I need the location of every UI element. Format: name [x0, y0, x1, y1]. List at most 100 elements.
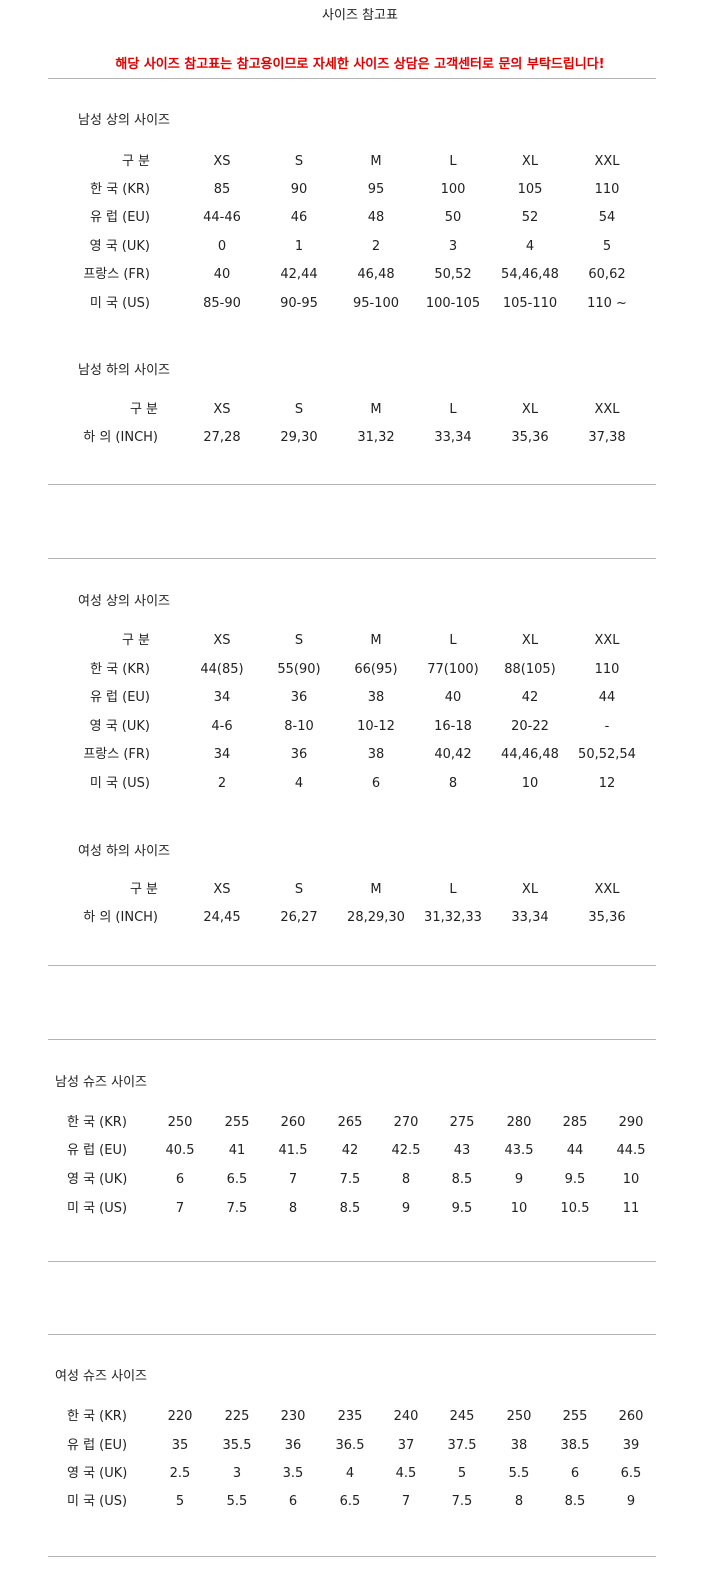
- section-heading: 여성 하의 사이즈: [78, 844, 170, 859]
- table-header-row: 구 분 XS S M L XL XXL: [0, 880, 720, 900]
- table-cell: 240: [393, 1409, 419, 1424]
- column-header: L: [449, 154, 457, 169]
- table-cell: 110: [594, 182, 620, 197]
- divider: [48, 1261, 656, 1262]
- table-cell: 54,46,48: [501, 267, 559, 282]
- table-cell: 8.5: [564, 1494, 586, 1509]
- table-cell: 7: [175, 1201, 185, 1216]
- table-header-row: 구 분 XS S M L XL XXL: [0, 152, 720, 172]
- table-cell: 44: [566, 1143, 584, 1158]
- table-cell: 40: [213, 267, 231, 282]
- table-cell: 100: [440, 182, 466, 197]
- column-header: M: [370, 633, 382, 648]
- table-cell: 36: [290, 747, 308, 762]
- table-cell: 105-110: [502, 296, 558, 311]
- table-cell: 5.5: [226, 1494, 248, 1509]
- table-cell: 36.5: [335, 1438, 365, 1453]
- table-cell: 10: [521, 776, 539, 791]
- table-row: 미 국 (US) 2 4 6 8 10 12: [0, 774, 720, 794]
- table-cell: 3: [448, 239, 458, 254]
- table-cell: 66(95): [354, 662, 398, 677]
- column-header: XXL: [594, 633, 620, 648]
- table-cell: 16-18: [434, 719, 472, 734]
- table-cell: 5: [602, 239, 612, 254]
- table-cell: 40,42: [434, 747, 472, 762]
- table-cell: 3: [232, 1466, 242, 1481]
- column-header: XL: [521, 882, 539, 897]
- table-cell: 85-90: [203, 296, 241, 311]
- table-header-row: 구 분 XS S M L XL XXL: [0, 400, 720, 420]
- table-row: 하 의 (INCH) 27,28 29,30 31,32 33,34 35,36 37,38: [0, 428, 720, 448]
- column-header: S: [294, 633, 304, 648]
- row-label: 한 국 (KR): [90, 182, 150, 197]
- table-cell: 105: [517, 182, 543, 197]
- table-cell: 2: [217, 776, 227, 791]
- table-row: 프랑스 (FR) 40 42,44 46,48 50,52 54,46,48 60,62: [0, 265, 720, 285]
- table-cell: 10-12: [357, 719, 395, 734]
- column-header: XL: [521, 402, 539, 417]
- table-cell: 90-95: [280, 296, 318, 311]
- table-cell: 34: [213, 747, 231, 762]
- column-header: XL: [521, 633, 539, 648]
- table-row: 하 의 (INCH) 24,45 26,27 28,29,30 31,32,33 33,3…: [0, 908, 720, 928]
- table-cell: 290: [618, 1115, 644, 1130]
- row-label: 영 국 (UK): [67, 1466, 128, 1481]
- table-cell: 33,34: [511, 910, 549, 925]
- table-cell: 250: [167, 1115, 193, 1130]
- table-cell: 38.5: [560, 1438, 590, 1453]
- table-cell: 220: [167, 1409, 193, 1424]
- divider: [48, 558, 656, 559]
- section-heading: 남성 하의 사이즈: [78, 363, 170, 378]
- column-header: S: [294, 402, 304, 417]
- column-header: XXL: [594, 154, 620, 169]
- table-cell: 29,30: [280, 430, 318, 445]
- row-label: 미 국 (US): [67, 1494, 128, 1509]
- table-cell: 77(100): [427, 662, 479, 677]
- table-cell: 225: [224, 1409, 250, 1424]
- section-heading: 남성 상의 사이즈: [78, 113, 170, 128]
- table-row: 한 국 (KR) 44(85) 55(90) 66(95) 77(100) 88(105)…: [0, 660, 720, 680]
- table-cell: 110: [594, 662, 620, 677]
- table-cell: 7.5: [226, 1201, 248, 1216]
- section-heading: 여성 슈즈 사이즈: [55, 1369, 147, 1384]
- table-cell: 255: [224, 1115, 250, 1130]
- row-label: 영 국 (UK): [67, 1172, 128, 1187]
- row-label: 미 국 (US): [67, 1201, 128, 1216]
- table-cell: 38: [367, 747, 385, 762]
- table-cell: 52: [521, 210, 539, 225]
- table-cell: 8.5: [451, 1172, 473, 1187]
- table-cell: 40: [444, 690, 462, 705]
- table-cell: 40.5: [165, 1143, 195, 1158]
- column-header: L: [449, 882, 457, 897]
- table-cell: 46,48: [357, 267, 395, 282]
- table-row: 유 럽 (EU) 34 36 38 40 42 44: [0, 688, 720, 708]
- table-cell: 31,32: [357, 430, 395, 445]
- table-row: 유 럽 (EU) 40.5 41 41.5 42 42.5 43 43.5 44 44.5: [0, 1141, 720, 1161]
- table-cell: 4: [345, 1466, 355, 1481]
- row-label: 유 럽 (EU): [89, 690, 150, 705]
- table-cell: 265: [337, 1115, 363, 1130]
- table-cell: 9.5: [451, 1201, 473, 1216]
- table-row: 유 럽 (EU) 44-46 46 48 50 52 54: [0, 208, 720, 228]
- row-label: 한 국 (KR): [90, 662, 150, 677]
- table-row: 영 국 (UK) 2.5 3 3.5 4 4.5 5 5.5 6 6.5: [0, 1464, 720, 1484]
- row-label: 미 국 (US): [89, 296, 150, 311]
- column-header: XXL: [594, 882, 620, 897]
- table-cell: 10: [622, 1172, 640, 1187]
- table-cell: 35: [171, 1438, 189, 1453]
- table-cell: 6.5: [226, 1172, 248, 1187]
- table-cell: 7: [401, 1494, 411, 1509]
- row-label: 구 분: [129, 402, 158, 417]
- divider: [48, 78, 656, 79]
- divider: [48, 1556, 656, 1557]
- table-row: 영 국 (UK) 0 1 2 3 4 5: [0, 237, 720, 257]
- column-header: XXL: [594, 402, 620, 417]
- table-cell: 88(105): [504, 662, 556, 677]
- row-label: 구 분: [129, 882, 158, 897]
- table-cell: 90: [290, 182, 308, 197]
- table-row: 한 국 (KR) 85 90 95 100 105 110: [0, 180, 720, 200]
- table-cell: 8.5: [339, 1201, 361, 1216]
- table-cell: 37,38: [588, 430, 626, 445]
- table-cell: 85: [213, 182, 231, 197]
- table-cell: 50,52: [434, 267, 472, 282]
